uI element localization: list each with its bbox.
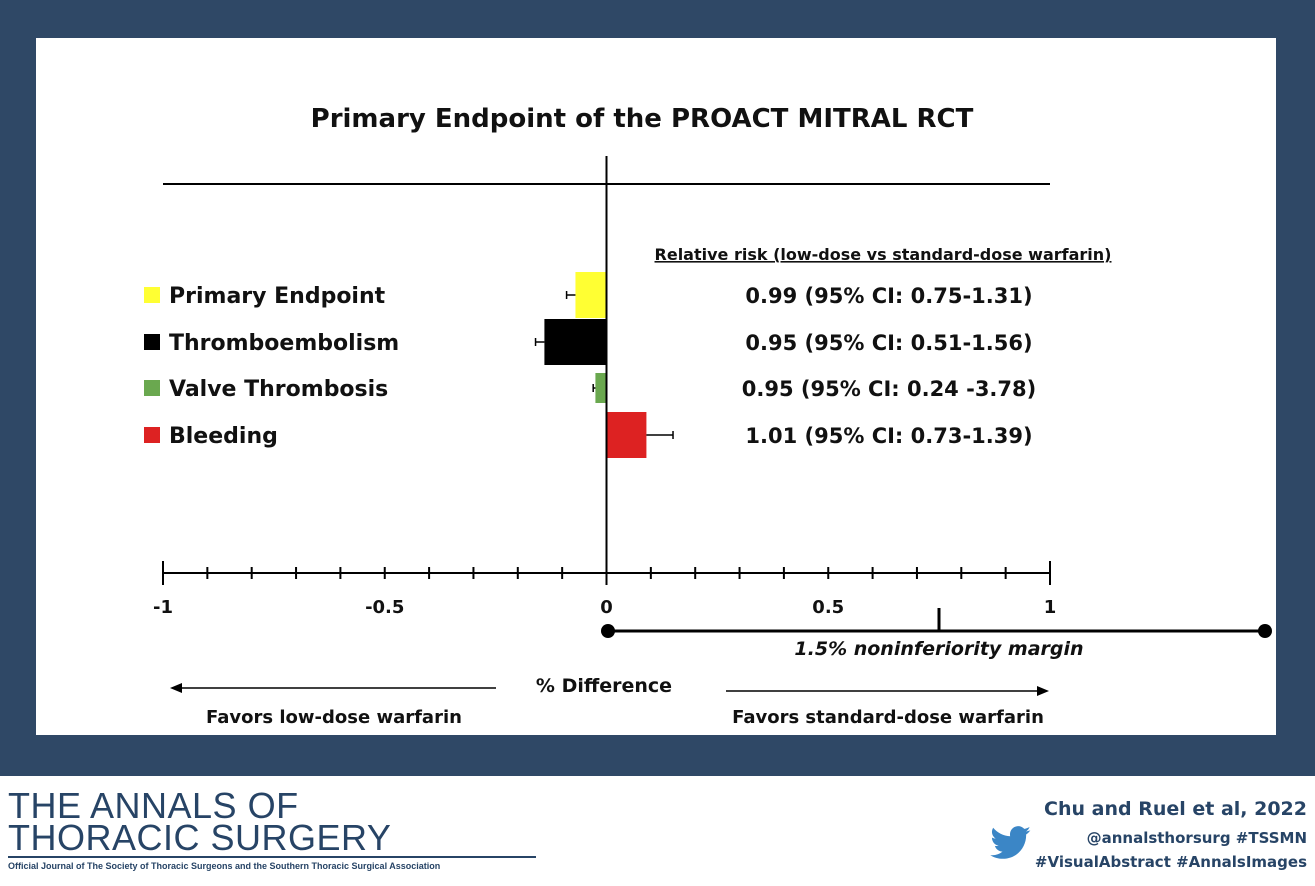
legend-label: Thromboembolism bbox=[169, 331, 399, 356]
x-axis: -1 -0.5 0 0.5 1 bbox=[153, 561, 1056, 618]
relative-risk-list: 0.99 (95% CI: 0.75-1.31) 0.95 (95% CI: 0.… bbox=[742, 284, 1036, 448]
noninferiority-end-dot bbox=[1258, 624, 1272, 638]
legend-swatch bbox=[144, 380, 160, 396]
journal-name-line1: THE ANNALS OF bbox=[8, 785, 299, 826]
x-tick-label: -0.5 bbox=[365, 597, 404, 618]
relative-risk-row: 0.95 (95% CI: 0.51-1.56) bbox=[745, 331, 1032, 355]
favors-right-label: Favors standard-dose warfarin bbox=[732, 707, 1044, 728]
bar-bleeding bbox=[606, 412, 647, 458]
relative-risk-row: 1.01 (95% CI: 0.73-1.39) bbox=[745, 424, 1032, 448]
x-tick-label: 0.5 bbox=[812, 597, 844, 618]
citation-block: Chu and Ruel et al, 2022 @annalsthorsurg… bbox=[1035, 798, 1307, 874]
x-tick-label: 1 bbox=[1044, 597, 1057, 618]
bars-layer bbox=[534, 272, 674, 458]
arrow-left-icon bbox=[170, 683, 182, 693]
bar-thromboembolism bbox=[544, 319, 607, 365]
legend-swatch bbox=[144, 334, 160, 350]
forest-bar-chart: Primary Endpoint of the PROACT MITRAL RC… bbox=[144, 104, 1272, 728]
legend-label: Bleeding bbox=[169, 424, 278, 449]
legend-swatch bbox=[144, 287, 160, 303]
relative-risk-row: 0.95 (95% CI: 0.24 -3.78) bbox=[742, 377, 1036, 401]
chart-panel: Primary Endpoint of the PROACT MITRAL RC… bbox=[36, 38, 1276, 735]
x-tick-label: 0 bbox=[600, 597, 613, 618]
twitter-icon bbox=[990, 826, 1031, 859]
journal-name-line2: THORACIC SURGERY bbox=[8, 817, 392, 858]
journal-subtitle: Official Journal of The Society of Thora… bbox=[8, 861, 441, 871]
legend-label: Valve Thrombosis bbox=[169, 377, 388, 402]
relative-risk-header: Relative risk (low-dose vs standard-dose… bbox=[655, 245, 1112, 264]
noninferiority-start-dot bbox=[601, 624, 615, 638]
legend-label: Primary Endpoint bbox=[169, 284, 386, 309]
journal-logo: THE ANNALS OF THORACIC SURGERY Official … bbox=[8, 785, 548, 871]
x-tick-label: -1 bbox=[153, 597, 173, 618]
hashtags: #VisualAbstract #AnnalsImages bbox=[1034, 853, 1307, 871]
favors-left-label: Favors low-dose warfarin bbox=[206, 707, 462, 728]
journal-rule bbox=[8, 856, 536, 858]
legend-layer: Primary Endpoint Thromboembolism Valve Thr… bbox=[144, 284, 399, 449]
x-axis-label: % Difference bbox=[536, 675, 672, 697]
legend-swatch bbox=[144, 427, 160, 443]
arrow-right-icon bbox=[1037, 686, 1049, 696]
bar-primary-endpoint bbox=[575, 272, 607, 318]
noninferiority-label: 1.5% noninferiority margin bbox=[794, 638, 1083, 660]
citation: Chu and Ruel et al, 2022 bbox=[1044, 798, 1307, 820]
twitter-handle: @annalsthorsurg #TSSMN bbox=[1086, 829, 1307, 847]
chart-title: Primary Endpoint of the PROACT MITRAL RC… bbox=[311, 104, 974, 134]
bar-valve-thrombosis bbox=[595, 373, 607, 403]
relative-risk-row: 0.99 (95% CI: 0.75-1.31) bbox=[745, 284, 1032, 308]
